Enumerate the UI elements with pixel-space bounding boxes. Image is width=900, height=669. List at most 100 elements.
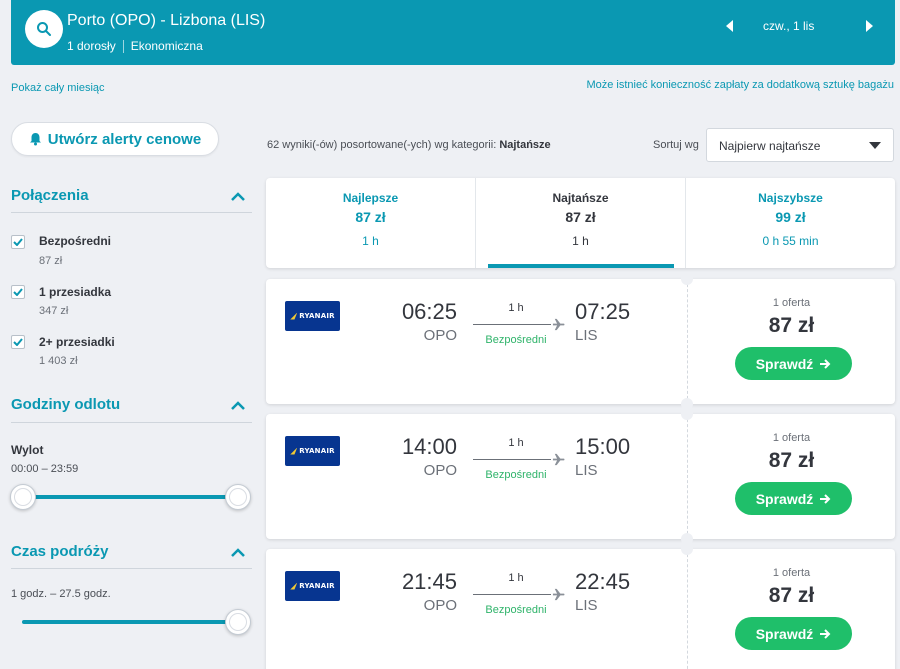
divider <box>11 568 252 569</box>
checkbox-direct[interactable] <box>11 235 25 249</box>
show-month-link[interactable]: Pokaż cały miesiąc <box>11 82 105 94</box>
chevron-down-icon <box>869 142 881 149</box>
card-notch <box>681 273 693 285</box>
option-price-one-stop: 347 zł <box>39 305 69 317</box>
flight-duration: 1 h <box>508 572 524 584</box>
flight-duration: 1 h <box>508 302 524 314</box>
card-notch <box>681 533 693 545</box>
arrival-time: 15:00 <box>575 434 631 459</box>
airline-logo: RYANAIR <box>285 436 340 466</box>
create-price-alert-label: Utwórz alerty cenowe <box>47 130 202 148</box>
plane-icon <box>552 588 565 601</box>
tab-fastest[interactable]: Najszybsze 99 zł 0 h 55 min <box>685 178 895 268</box>
flight-price: 87 zł <box>768 314 815 337</box>
baggage-note-link[interactable]: Może istnieć konieczność zapłaty za doda… <box>586 79 894 91</box>
flight-card[interactable]: RYANAIR 06:25 OPO 1 h Bezpośredni 07:25 … <box>266 273 895 410</box>
tab-price: 87 zł <box>355 209 386 225</box>
results-count-text: 62 wyniki(-ów) posortowane(-ych) wg kate… <box>267 139 497 151</box>
arrival-time: 22:45 <box>575 569 631 594</box>
flight-price: 87 zł <box>768 449 815 472</box>
arrow-right-icon <box>820 628 831 639</box>
next-date-button[interactable] <box>863 18 875 34</box>
chevron-up-icon[interactable] <box>230 548 246 558</box>
previous-date-button[interactable] <box>723 18 735 34</box>
card-notch <box>681 398 693 410</box>
tab-duration: 0 h 55 min <box>762 234 819 248</box>
departure-label: Wylot <box>11 443 44 457</box>
tab-price: 99 zł <box>775 209 806 225</box>
departure-slider-min-handle[interactable] <box>10 484 36 510</box>
airline-logo: RYANAIR <box>285 301 340 331</box>
arrival-time: 07:25 <box>575 299 631 324</box>
airline-logo: RYANAIR <box>285 571 340 601</box>
option-label-direct: Bezpośredni <box>39 234 112 248</box>
offer-count: 1 oferta <box>772 432 811 444</box>
travel-time-range: 1 godz. – 27.5 godz. <box>11 588 111 600</box>
departure-range: 00:00 – 23:59 <box>11 463 79 475</box>
caret-left-icon <box>725 20 733 32</box>
tab-price: 87 zł <box>565 209 596 225</box>
travel-date[interactable]: czw., 1 lis <box>763 19 815 33</box>
arrow-right-icon <box>820 358 831 369</box>
departure-airport: OPO <box>423 327 457 344</box>
cabin-class: Ekonomiczna <box>130 39 203 53</box>
tab-label: Najtańsze <box>552 191 609 205</box>
departure-airport: OPO <box>423 597 457 614</box>
route-line <box>473 324 551 325</box>
departure-slider-max-handle[interactable] <box>225 484 251 510</box>
arrival-airport: LIS <box>575 327 598 344</box>
option-price-two-plus-stops: 1 403 zł <box>39 355 78 367</box>
view-deal-button[interactable]: Sprawdź <box>735 482 852 515</box>
offer-count: 1 oferta <box>772 567 811 579</box>
harp-icon <box>290 447 298 455</box>
arrival-airport: LIS <box>575 597 598 614</box>
route-title: Porto (OPO) - Lizbona (LIS) <box>67 12 266 29</box>
flight-duration: 1 h <box>508 437 524 449</box>
checkbox-one-stop[interactable] <box>11 285 25 299</box>
airline-name: RYANAIR <box>299 447 335 455</box>
result-category-tabs: Najlepsze 87 zł 1 h Najtańsze 87 zł 1 h … <box>266 178 895 268</box>
airline-name: RYANAIR <box>299 582 335 590</box>
route-line <box>473 459 551 460</box>
travel-time-slider-track[interactable] <box>22 620 237 624</box>
tab-label: Najszybsze <box>758 191 823 205</box>
connections-title: Połączenia <box>11 187 89 204</box>
divider <box>122 39 124 53</box>
checkmark-icon <box>13 338 23 346</box>
search-button[interactable] <box>25 10 63 48</box>
view-deal-label: Sprawdź <box>755 490 814 507</box>
results-count: 62 wyniki(-ów) posortowane(-ych) wg kate… <box>267 139 551 151</box>
arrow-right-icon <box>820 493 831 504</box>
tab-duration: 1 h <box>362 234 379 248</box>
divider <box>11 422 252 423</box>
flight-card[interactable]: RYANAIR 21:45 OPO 1 h Bezpośredni 22:45 … <box>266 543 895 669</box>
active-tab-indicator <box>488 264 674 268</box>
create-price-alert-button[interactable]: Utwórz alerty cenowe <box>11 122 219 156</box>
travel-time-slider-max-handle[interactable] <box>225 609 251 635</box>
chevron-up-icon[interactable] <box>230 192 246 202</box>
view-deal-button[interactable]: Sprawdź <box>735 617 852 650</box>
stops-label: Bezpośredni <box>485 469 547 481</box>
harp-icon <box>290 312 298 320</box>
results-sort-category: Najtańsze <box>499 139 551 151</box>
departure-slider-track[interactable] <box>22 495 237 499</box>
sort-label: Sortuj wg <box>653 139 699 151</box>
plane-icon <box>552 453 565 466</box>
tab-duration: 1 h <box>572 234 589 248</box>
checkbox-two-plus-stops[interactable] <box>11 335 25 349</box>
card-notch <box>681 408 693 420</box>
flight-card[interactable]: RYANAIR 14:00 OPO 1 h Bezpośredni 15:00 … <box>266 408 895 545</box>
view-deal-label: Sprawdź <box>755 355 814 372</box>
view-deal-button[interactable]: Sprawdź <box>735 347 852 380</box>
option-price-direct: 87 zł <box>39 255 63 267</box>
chevron-up-icon[interactable] <box>230 401 246 411</box>
tab-cheapest[interactable]: Najtańsze 87 zł 1 h <box>475 178 685 268</box>
card-notch <box>681 543 693 555</box>
stops-label: Bezpośredni <box>485 604 547 616</box>
airline-name: RYANAIR <box>299 312 335 320</box>
arrival-airport: LIS <box>575 462 598 479</box>
tab-best[interactable]: Najlepsze 87 zł 1 h <box>266 178 475 268</box>
departure-time: 21:45 <box>401 569 457 594</box>
sort-dropdown[interactable]: Najpierw najtańsze <box>706 128 894 162</box>
departure-times-title: Godziny odlotu <box>11 396 121 413</box>
